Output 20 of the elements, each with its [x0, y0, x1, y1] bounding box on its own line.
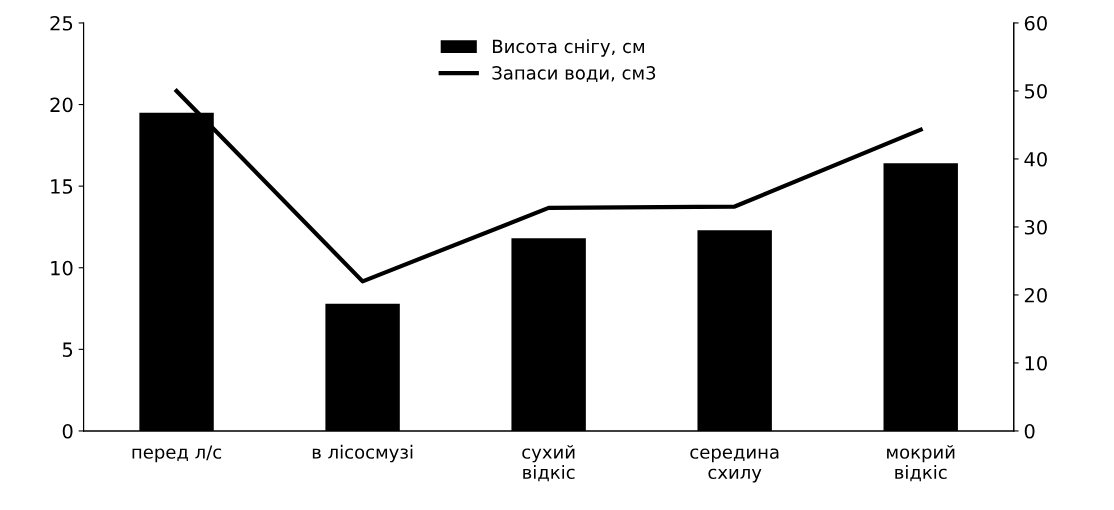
y2-tick-label: 60 — [1024, 15, 1047, 31]
y2-tick-label: 10 — [1025, 355, 1047, 371]
x-tick-label: в лісосмузі — [312, 444, 413, 463]
y2-tick-label: 20 — [1024, 287, 1047, 303]
y2-tick-label: 0 — [1024, 423, 1035, 439]
y-tick-label: 5 — [62, 342, 73, 358]
y-tick-label: 15 — [51, 179, 73, 194]
x-tick-label: середина схилу — [690, 448, 779, 483]
legend-label: Висота снігу, см — [493, 39, 644, 57]
x-tick-label: сухий відкіс — [522, 444, 575, 482]
y-tick-label: 10 — [51, 260, 73, 276]
y2-tick-label: 30 — [1024, 219, 1047, 235]
y-tick-label: 20 — [50, 97, 73, 113]
legend-label: Запаси води, см3 — [492, 66, 656, 82]
x-tick-label: перед л/с — [132, 445, 222, 463]
y2-tick-label: 40 — [1024, 151, 1047, 167]
y-tick-label: 0 — [62, 423, 73, 439]
y2-tick-label: 50 — [1024, 83, 1047, 99]
x-tick-label: мокрий відкіс — [887, 444, 955, 482]
y-tick-label: 25 — [50, 15, 73, 31]
